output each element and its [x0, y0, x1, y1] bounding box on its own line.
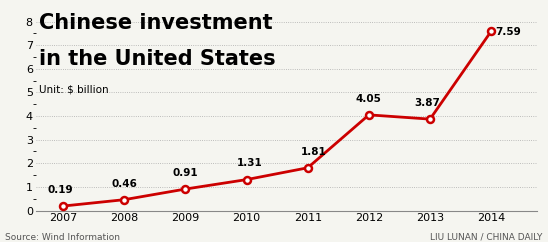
- Text: 1.31: 1.31: [237, 159, 262, 168]
- Text: Source: Wind Information: Source: Wind Information: [5, 233, 121, 242]
- Text: Unit: $ billion: Unit: $ billion: [39, 84, 109, 94]
- Text: 3.87: 3.87: [414, 98, 440, 108]
- Text: 4.05: 4.05: [356, 94, 382, 104]
- Text: 7.59: 7.59: [495, 27, 521, 37]
- Text: 1.81: 1.81: [300, 147, 326, 157]
- Text: Chinese investment: Chinese investment: [39, 13, 272, 33]
- Text: 0.91: 0.91: [173, 168, 198, 178]
- Text: in the United States: in the United States: [39, 49, 275, 69]
- Text: 0.46: 0.46: [111, 179, 137, 189]
- Text: 0.19: 0.19: [48, 185, 73, 195]
- Text: LIU LUNAN / CHINA DAILY: LIU LUNAN / CHINA DAILY: [430, 233, 543, 242]
